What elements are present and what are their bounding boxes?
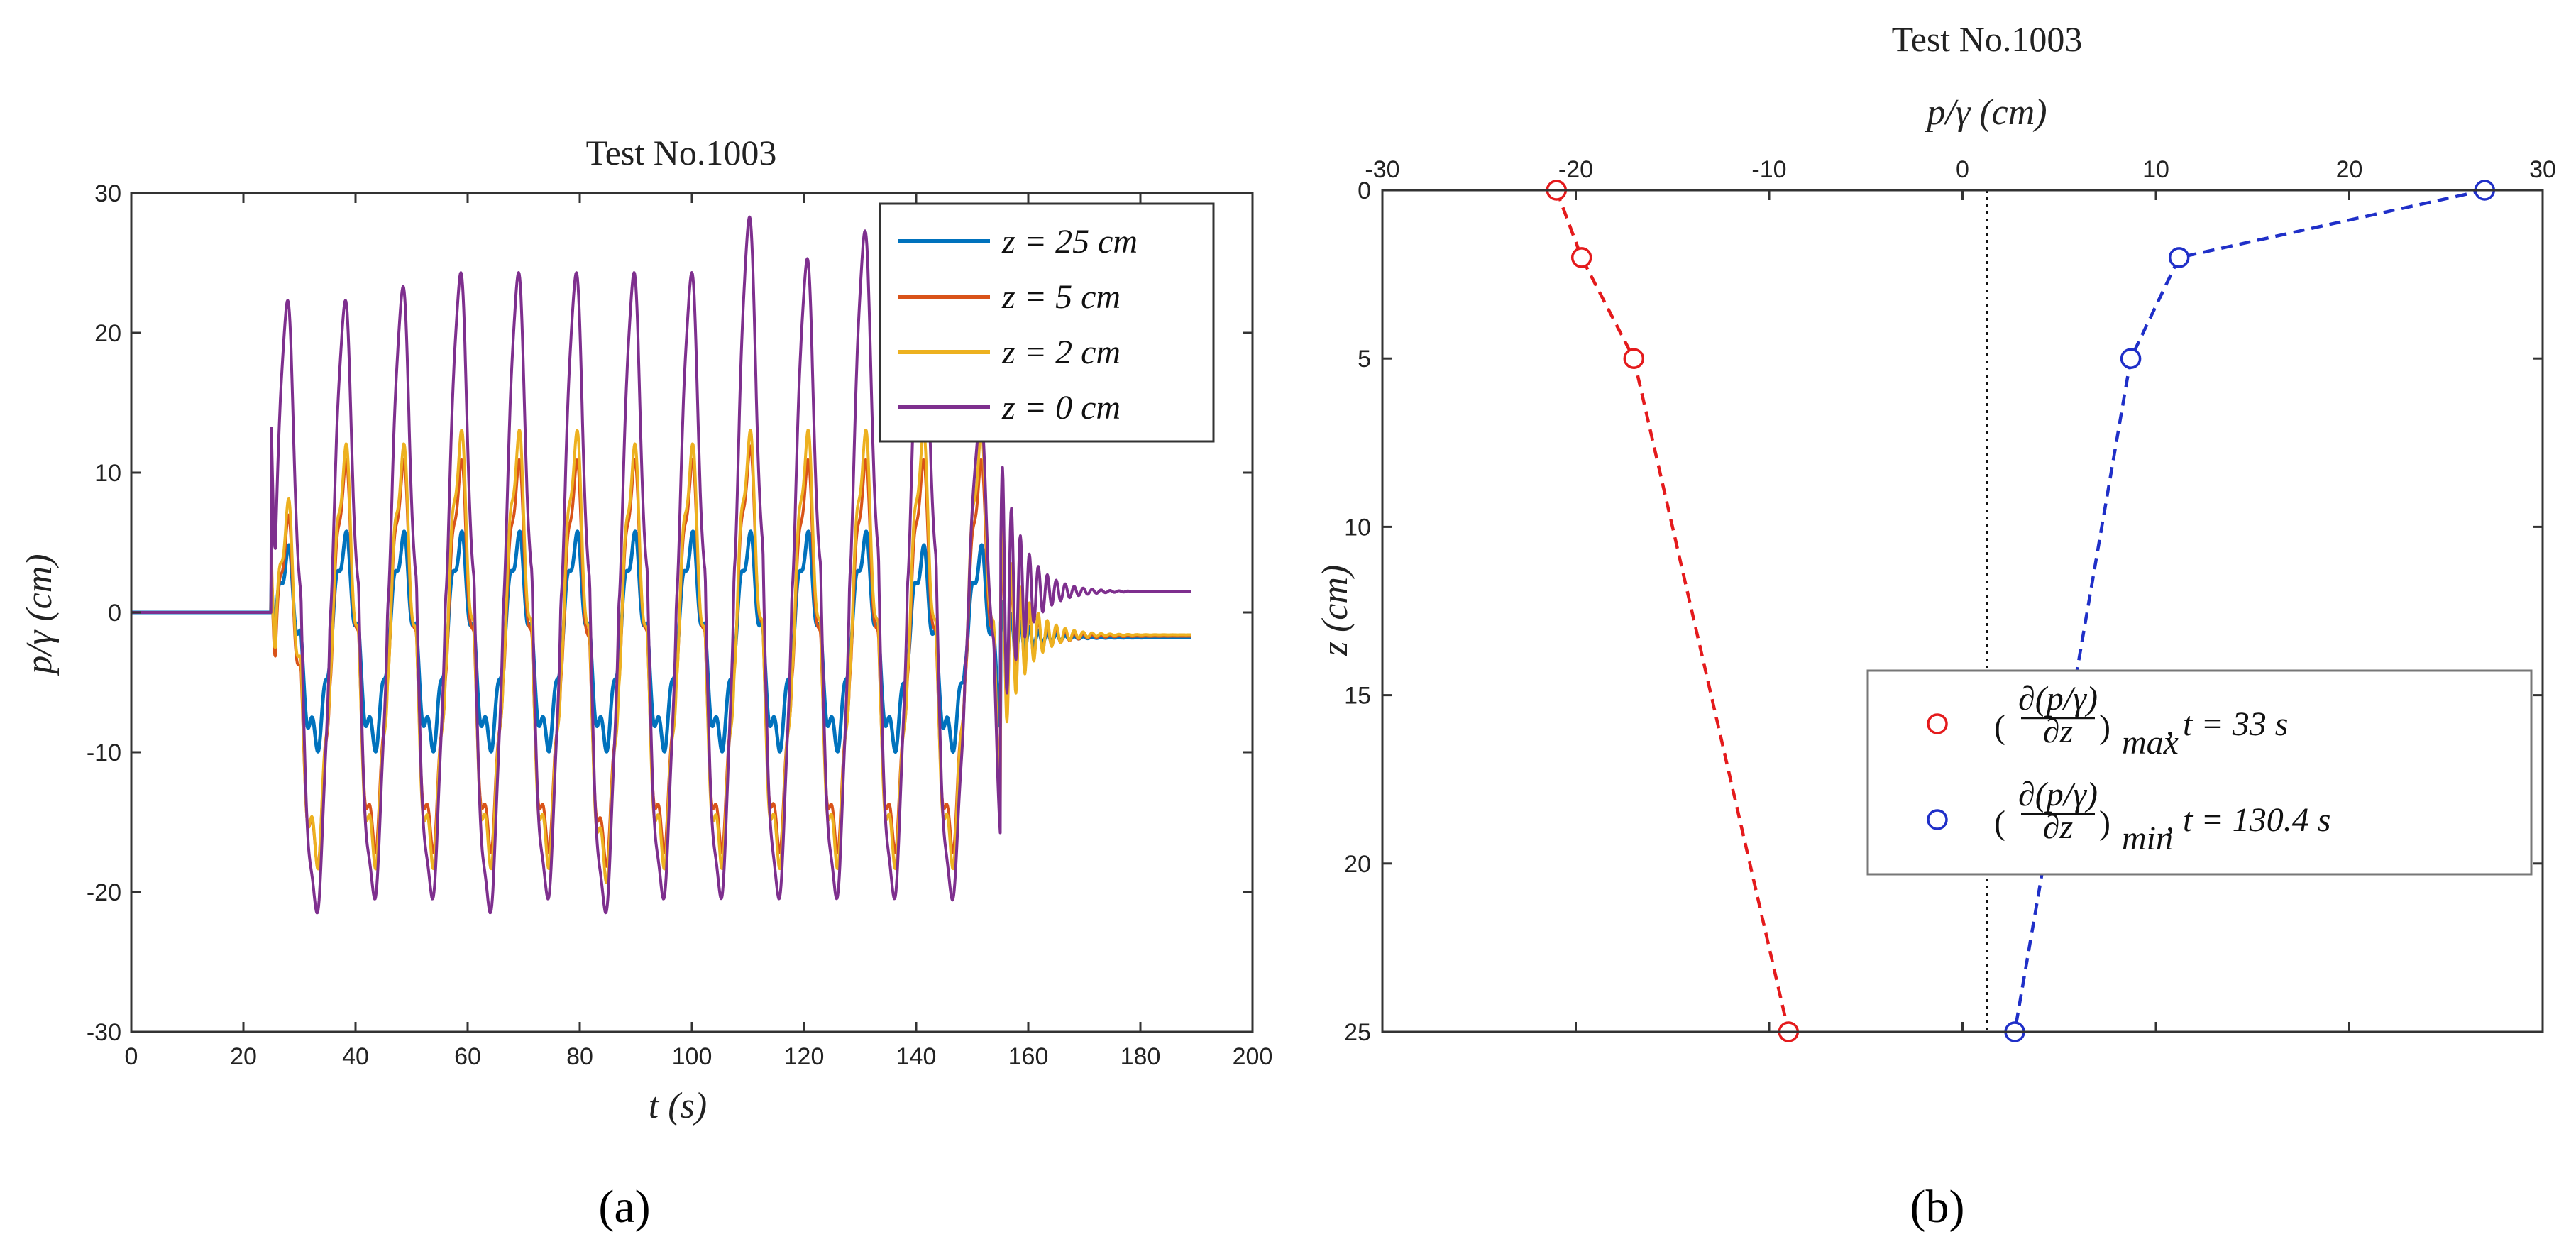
y-tick-label: -10 xyxy=(87,739,121,766)
series-line-0cm xyxy=(130,215,1192,915)
x-tick-label: 140 xyxy=(896,1043,937,1070)
profile-line-max xyxy=(1555,189,1790,1033)
legend-label-z2: z = 2 cm xyxy=(1001,334,1121,371)
y-tick-label: 10 xyxy=(94,460,121,487)
legend-max-numerator: ∂(p/γ) xyxy=(2018,680,2098,717)
legend-max-denominator: ∂z xyxy=(2043,712,2074,750)
profile-point-max xyxy=(1623,348,1645,369)
x-tick-label: -10 xyxy=(1751,156,1786,183)
paren-close-icon: ) xyxy=(2099,804,2110,842)
x-tick-label: 30 xyxy=(2529,156,2556,183)
y-tick-label: 0 xyxy=(108,600,121,627)
x-tick-label: 100 xyxy=(672,1043,712,1070)
panel-b-caption: (b) xyxy=(1910,1181,1965,1233)
y-tick-label: 20 xyxy=(94,320,121,347)
y-tick-label: 20 xyxy=(1344,851,1371,878)
legend-min-numerator: ∂(p/γ) xyxy=(2018,776,2098,813)
x-tick-label: 20 xyxy=(2336,156,2363,183)
panel-b-legend-box xyxy=(1866,669,2533,876)
x-tick-label: 200 xyxy=(1233,1043,1273,1070)
x-tick-label: 40 xyxy=(342,1043,369,1070)
panel-a-chart: Test No.1003 0 20 40 60 80 100 120 140 160 180 200… xyxy=(19,133,1272,1233)
y-tick-label: 25 xyxy=(1344,1019,1371,1046)
x-tick-label: 120 xyxy=(784,1043,825,1070)
y-tick-label: 10 xyxy=(1344,514,1371,541)
legend-min-time: , t = 130.4 s xyxy=(2166,801,2330,839)
legend-marker-max xyxy=(1927,713,1948,734)
panel-b-y-ticks: 0 5 10 15 20 25 xyxy=(1344,177,2543,1046)
x-tick-label: 180 xyxy=(1121,1043,1161,1070)
y-tick-label: -20 xyxy=(87,879,121,906)
panel-a-series-layer xyxy=(130,215,1192,915)
x-tick-label: 0 xyxy=(1956,156,1969,183)
profile-line-min xyxy=(2013,188,2485,1033)
panel-b-y-label: z (cm) xyxy=(1315,565,1355,657)
legend-equation-max: ( ∂(p/γ) ∂z ) max , t = 33 s xyxy=(1994,680,2288,761)
legend-label-z25: z = 25 cm xyxy=(1001,223,1138,260)
panel-b-legend: ( ∂(p/γ) ∂z ) max , t = 33 s ( ∂(p/γ) ∂z… xyxy=(1866,669,2533,876)
y-tick-label: 5 xyxy=(1358,346,1371,373)
legend-label-z0: z = 0 cm xyxy=(1001,389,1121,427)
x-tick-label: -30 xyxy=(1365,156,1399,183)
legend-max-subscript: max xyxy=(2122,724,2179,761)
panel-a-y-ticks: 30 20 10 0 -10 -20 -30 xyxy=(87,180,1253,1046)
x-tick-label: -20 xyxy=(1558,156,1593,183)
panel-b-axes-box xyxy=(1381,189,2544,1033)
profile-point-max xyxy=(1570,247,1592,268)
legend-equation-min: ( ∂(p/γ) ∂z ) min , t = 130.4 s xyxy=(1994,776,2330,857)
panel-b-x-ticks: -30 -20 -10 0 10 20 30 xyxy=(1365,156,2556,1032)
panel-a-legend: z = 25 cm z = 5 cm z = 2 cm z = 0 cm xyxy=(879,202,1215,443)
panel-b-series-layer xyxy=(1546,180,2496,1042)
paren-open-icon: ( xyxy=(1994,708,2005,746)
paren-close-icon: ) xyxy=(2099,708,2110,746)
y-tick-label: 15 xyxy=(1344,683,1371,710)
x-tick-label: 20 xyxy=(230,1043,257,1070)
legend-label-z5: z = 5 cm xyxy=(1001,278,1121,316)
profile-point-min xyxy=(2168,247,2190,268)
y-tick-label: 30 xyxy=(94,180,121,207)
legend-min-denominator: ∂z xyxy=(2043,808,2074,846)
y-tick-label: -30 xyxy=(87,1019,121,1046)
x-tick-label: 160 xyxy=(1008,1043,1049,1070)
y-tick-label: 0 xyxy=(1358,177,1371,204)
panel-b-x-label: p/γ (cm) xyxy=(1924,92,2047,133)
legend-max-time: , t = 33 s xyxy=(2166,705,2288,743)
x-tick-label: 60 xyxy=(454,1043,481,1070)
panel-a-title: Test No.1003 xyxy=(586,133,777,172)
panel-a-y-label: p/γ (cm) xyxy=(19,554,60,676)
panel-a-caption: (a) xyxy=(598,1181,650,1233)
panel-b-title: Test No.1003 xyxy=(1892,19,2083,59)
x-tick-label: 0 xyxy=(125,1043,138,1070)
panel-a-x-label: t (s) xyxy=(649,1086,707,1126)
x-tick-label: 10 xyxy=(2142,156,2169,183)
panel-a-x-ticks: 0 20 40 60 80 100 120 140 160 180 200 xyxy=(125,193,1273,1070)
legend-min-subscript: min xyxy=(2122,820,2173,857)
x-tick-label: 80 xyxy=(566,1043,593,1070)
paren-open-icon: ( xyxy=(1994,804,2005,842)
legend-marker-min xyxy=(1927,809,1948,830)
profile-point-min xyxy=(2120,348,2142,369)
panel-b-chart: Test No.1003 p/γ (cm) -30 -20 -10 0 10 20 30 0… xyxy=(1315,19,2556,1233)
